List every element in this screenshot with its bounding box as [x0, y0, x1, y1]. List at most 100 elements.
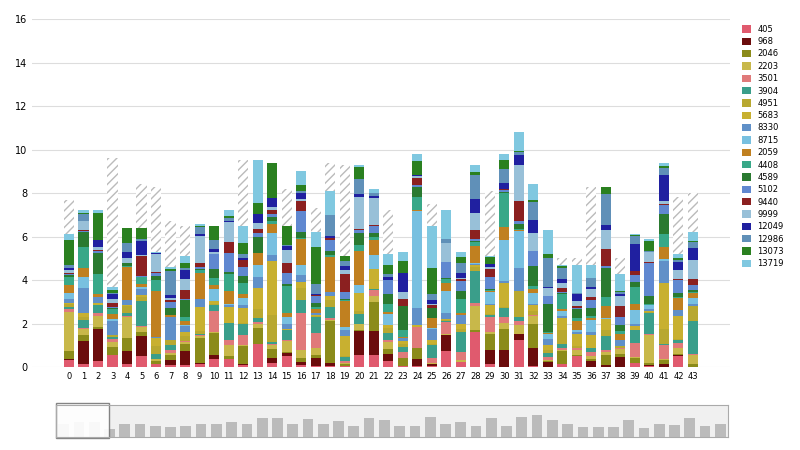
Bar — [383, 211, 394, 254]
Bar — [528, 315, 538, 324]
Bar — [470, 426, 482, 436]
Bar — [209, 310, 219, 333]
Bar — [412, 324, 422, 327]
Bar — [528, 324, 538, 348]
Bar — [209, 359, 219, 367]
Bar — [528, 184, 538, 200]
Bar — [383, 340, 394, 342]
Bar — [412, 197, 422, 210]
Bar — [282, 189, 292, 226]
Bar — [412, 185, 422, 187]
Bar — [558, 266, 567, 268]
Bar — [586, 361, 597, 367]
Bar — [354, 246, 364, 251]
Bar — [456, 257, 466, 263]
Bar — [410, 426, 420, 436]
Bar — [369, 240, 378, 255]
Bar — [340, 327, 350, 330]
Bar — [630, 275, 640, 282]
Bar — [688, 260, 698, 279]
Bar — [209, 284, 219, 289]
Bar — [166, 300, 176, 302]
Bar — [441, 335, 451, 351]
Bar — [630, 287, 640, 304]
Bar — [398, 338, 408, 341]
Bar — [601, 319, 611, 330]
Bar — [64, 306, 74, 309]
Bar — [558, 315, 567, 318]
Bar — [137, 276, 146, 277]
Bar — [485, 314, 495, 315]
Bar — [615, 292, 626, 294]
Bar — [267, 349, 278, 358]
Bar — [572, 318, 582, 321]
Bar — [514, 334, 524, 340]
Bar — [470, 332, 480, 367]
Bar — [499, 189, 510, 190]
Bar — [340, 300, 350, 301]
Bar — [441, 334, 451, 335]
Bar — [514, 291, 524, 317]
Bar — [630, 271, 640, 275]
Bar — [340, 274, 350, 292]
Bar — [514, 230, 524, 231]
Bar — [78, 247, 89, 268]
Bar — [558, 348, 567, 350]
Bar — [369, 288, 378, 290]
Bar — [558, 293, 567, 294]
Bar — [615, 274, 626, 291]
Bar — [514, 221, 524, 224]
Bar — [514, 132, 524, 151]
Bar — [630, 356, 640, 358]
Bar — [166, 315, 176, 317]
Bar — [630, 326, 640, 330]
Bar — [181, 427, 191, 436]
Bar — [325, 318, 335, 320]
Bar — [383, 274, 394, 277]
Bar — [282, 356, 292, 367]
Bar — [107, 290, 118, 292]
Bar — [325, 300, 335, 306]
Bar — [238, 335, 248, 346]
Bar — [282, 329, 292, 330]
Bar — [151, 272, 161, 273]
Bar — [623, 420, 634, 436]
Bar — [310, 284, 321, 294]
Bar — [340, 330, 350, 336]
Bar — [456, 299, 466, 313]
Bar — [470, 175, 480, 199]
Bar — [674, 260, 683, 262]
Bar — [412, 187, 422, 197]
Bar — [485, 334, 495, 350]
Bar — [166, 350, 176, 353]
Bar — [558, 351, 567, 364]
Bar — [688, 354, 698, 355]
Bar — [485, 332, 495, 334]
Bar — [644, 335, 654, 363]
Bar — [137, 228, 146, 239]
Bar — [107, 314, 118, 319]
Bar — [296, 365, 306, 367]
Bar — [223, 242, 234, 253]
Bar — [194, 273, 205, 299]
Bar — [426, 204, 437, 226]
Bar — [572, 321, 582, 330]
Bar — [572, 348, 582, 350]
Bar — [674, 279, 683, 293]
Bar — [253, 253, 262, 265]
Bar — [674, 354, 683, 356]
Bar — [572, 258, 582, 265]
Bar — [354, 234, 364, 246]
Bar — [528, 286, 538, 289]
Bar — [470, 165, 480, 172]
Bar — [615, 291, 626, 292]
Bar — [137, 289, 146, 295]
Bar — [107, 158, 118, 287]
Bar — [379, 420, 390, 436]
Bar — [282, 328, 292, 329]
Bar — [688, 241, 698, 242]
Bar — [674, 340, 683, 343]
Bar — [180, 226, 190, 256]
Bar — [398, 352, 408, 358]
Bar — [601, 297, 611, 306]
